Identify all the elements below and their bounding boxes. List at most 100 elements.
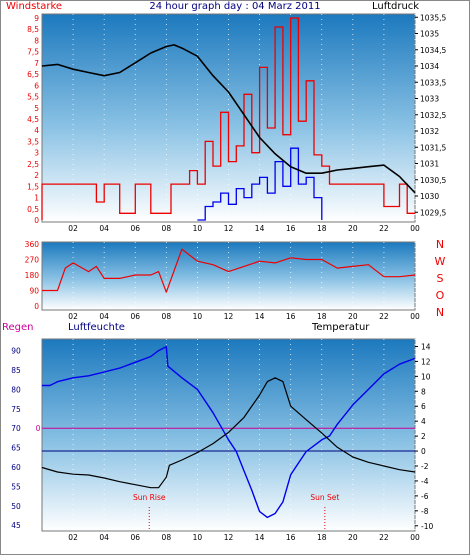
direction-tick-label: 180: [25, 271, 40, 280]
pressure-tick-label: 1031,5: [420, 143, 446, 152]
x-tick-label: 16: [286, 224, 296, 233]
x-tick-label: 20: [348, 312, 358, 321]
compass-label: N: [436, 238, 444, 251]
wind-tick-label: 7: [34, 59, 39, 68]
x-tick-label: 22: [379, 224, 389, 233]
pressure-tick-label: 1033,5: [420, 78, 446, 87]
wind-axis-title: Windstarke: [6, 1, 62, 12]
x-tick-label: 08: [162, 312, 172, 321]
x-tick-label: 10: [193, 533, 203, 542]
x-tick-label: 16: [286, 312, 296, 321]
wind-tick-label: 7,5: [27, 48, 39, 57]
temperature-tick-label: -4: [421, 477, 429, 486]
wind-tick-label: 1: [34, 194, 39, 203]
x-tick-label: 22: [379, 533, 389, 542]
x-tick-label: 18: [317, 312, 327, 321]
temperature-series: [41, 377, 416, 489]
x-tick-label: 20: [348, 224, 358, 233]
x-tick-label: 18: [317, 533, 327, 542]
temperature-tick-label: -8: [421, 507, 429, 516]
humidity-tick-label: 55: [11, 482, 21, 491]
pressure-tick-label: 1035: [420, 30, 439, 39]
x-tick-label: 08: [162, 224, 172, 233]
humidity-series: [42, 346, 416, 519]
compass-label: O: [436, 289, 445, 302]
temperature-tick-label: -6: [421, 492, 429, 501]
pressure-tick-label: 1032: [420, 127, 439, 136]
x-tick-label: 04: [99, 224, 109, 233]
wind-tick-label: 2,5: [27, 160, 39, 169]
temperature-tick-label: -2: [421, 462, 429, 471]
humidity-axis-title: Luftfeuchte: [68, 322, 125, 333]
pressure-tick-label: 1033: [420, 95, 439, 104]
x-tick-label: 00: [410, 224, 420, 233]
temperature-tick-label: 8: [421, 387, 426, 396]
wind-tick-label: 0: [34, 216, 39, 225]
wind-tick-label: 4,5: [27, 115, 39, 124]
humidity-tick-label: 60: [11, 463, 21, 472]
pressure-tick-label: 1031: [420, 160, 439, 169]
x-tick-label: 00: [410, 312, 420, 321]
temperature-axis-title: Temperatur: [311, 322, 370, 333]
x-tick-label: 14: [255, 312, 265, 321]
x-tick-label: 10: [193, 224, 203, 233]
x-tick-label: 06: [130, 224, 140, 233]
x-tick-label: 06: [130, 533, 140, 542]
pressure-tick-label: 1030: [420, 192, 439, 201]
temperature-tick-label: -10: [421, 522, 433, 531]
wind-tick-label: 1,5: [27, 182, 39, 191]
x-tick-label: 10: [193, 312, 203, 321]
pressure-tick-label: 1032,5: [420, 111, 446, 120]
wind-tick-label: 9: [34, 14, 39, 23]
x-tick-label: 00: [410, 533, 420, 542]
temperature-tick-label: 2: [421, 432, 426, 441]
compass-label: W: [435, 255, 446, 268]
x-tick-label: 04: [99, 312, 109, 321]
wind-tick-label: 8,5: [27, 25, 39, 34]
wind-tick-label: 4: [34, 126, 39, 135]
wind-tick-label: 3,5: [27, 137, 39, 146]
humidity-tick-label: 75: [11, 405, 21, 414]
x-tick-label: 06: [130, 312, 140, 321]
wind-tick-label: 3: [34, 149, 39, 158]
wind-tick-label: 6: [34, 81, 39, 90]
wind-tick-label: 0,5: [27, 205, 39, 214]
x-tick-label: 20: [348, 533, 358, 542]
x-tick-label: 16: [286, 533, 296, 542]
humidity-tick-label: 85: [11, 366, 21, 375]
x-tick-label: 08: [162, 533, 172, 542]
pressure-tick-label: 1029,5: [420, 208, 446, 217]
pressure-tick-label: 1034,5: [420, 46, 446, 55]
pressure-series: [41, 44, 416, 194]
temperature-tick-label: 14: [421, 342, 431, 351]
pressure-tick-label: 1030,5: [420, 176, 446, 185]
humidity-tick-label: 90: [11, 347, 21, 356]
x-tick-label: 12: [224, 533, 234, 542]
pressure-axis-title: Luftdruck: [372, 1, 419, 12]
wind-tick-label: 5,5: [27, 93, 39, 102]
temperature-tick-label: 4: [421, 417, 426, 426]
humidity-tick-label: 45: [11, 521, 21, 530]
x-tick-label: 04: [99, 533, 109, 542]
compass-label: N: [436, 306, 444, 319]
temperature-tick-label: 6: [421, 402, 426, 411]
wind-tick-label: 6,5: [27, 70, 39, 79]
wind-direction-series: [42, 248, 416, 293]
x-tick-label: 12: [224, 224, 234, 233]
x-tick-label: 18: [317, 224, 327, 233]
temperature-tick-label: 10: [421, 372, 431, 381]
temperature-tick-label: 12: [421, 357, 431, 366]
humidity-tick-label: 70: [11, 424, 21, 433]
wind-tick-label: 2: [34, 171, 39, 180]
pressure-tick-label: 1034: [420, 62, 439, 71]
direction-tick-label: 270: [25, 256, 40, 265]
wind-tick-label: 5: [34, 104, 39, 113]
wind-tick-label: 8: [34, 36, 39, 45]
x-tick-label: 02: [68, 312, 78, 321]
rain-axis-title: Regen: [2, 322, 34, 333]
x-tick-label: 14: [255, 533, 265, 542]
x-tick-label: 02: [68, 533, 78, 542]
humidity-tick-label: 50: [11, 502, 21, 511]
